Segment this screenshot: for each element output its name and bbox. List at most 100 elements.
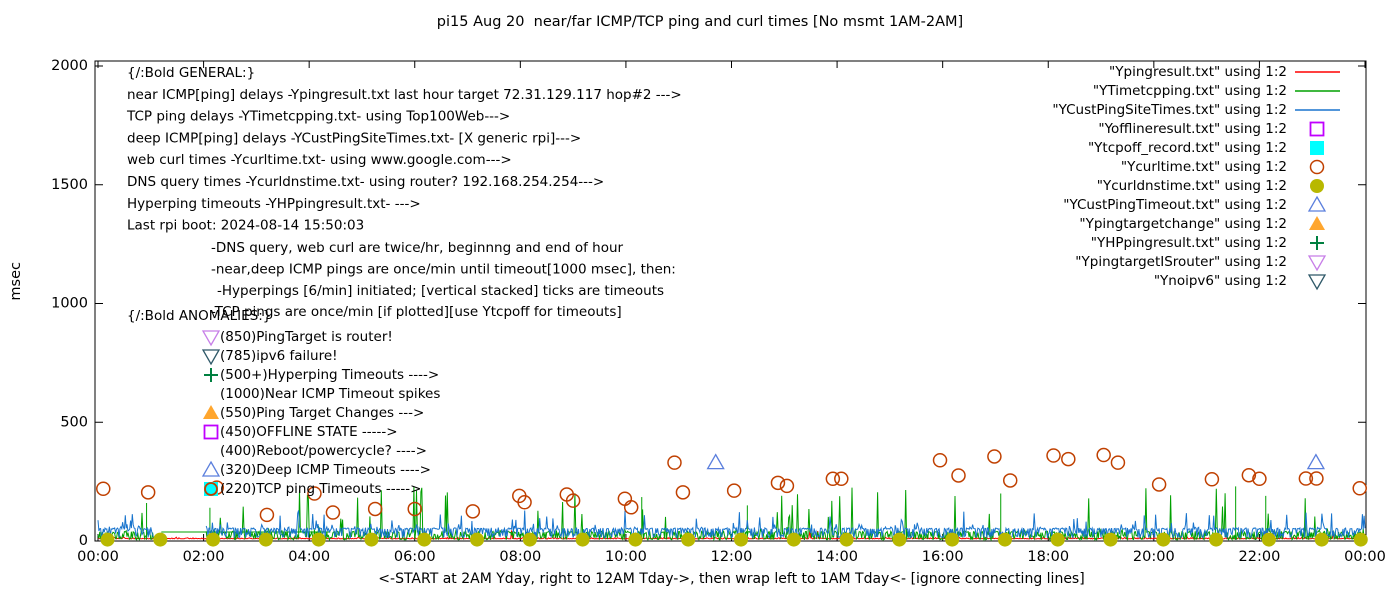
x-tick-label: 00:00 xyxy=(1344,549,1386,565)
x-tick-label: 02:00 xyxy=(183,549,225,565)
web-curl-times-point xyxy=(1352,481,1367,496)
y-tick-label: 0 xyxy=(79,533,88,549)
anomaly-annotation-line: (1000)Near ICMP Timeout spikes xyxy=(220,386,440,402)
x-tick-label: 14:00 xyxy=(816,549,858,565)
web-curl-times-point xyxy=(1046,448,1061,463)
notes-annotation-line: -TCP pings are once/min [if plotted][use… xyxy=(211,304,622,320)
deep-icmp-timeouts-point xyxy=(706,453,725,470)
web-curl-times-point xyxy=(465,504,481,519)
deep-icmp-timeouts-point xyxy=(1306,453,1326,470)
web-curl-times-point xyxy=(667,455,682,470)
anomaly-annotation-line: (450)OFFLINE STATE -----> xyxy=(220,424,398,440)
x-tick-label: 00:00 xyxy=(77,549,119,565)
x-tick-label: 22:00 xyxy=(1239,549,1281,565)
web-curl-times-point xyxy=(932,453,948,468)
x-tick-label: 06:00 xyxy=(394,549,436,565)
dns-query-times-point xyxy=(786,532,801,547)
legend-label: "Ytcpoff_record.txt" using 1:2 xyxy=(1088,140,1287,156)
legend-sample-marker xyxy=(1309,121,1325,137)
x-tick-label: 18:00 xyxy=(1027,549,1069,565)
web-curl-times-point xyxy=(307,486,322,501)
legend-sample-marker xyxy=(1307,195,1327,212)
web-curl-times-point xyxy=(675,485,691,500)
general-annotation-line: near ICMP[ping] delays -Ypingresult.txt … xyxy=(127,87,682,103)
legend-sample-marker xyxy=(1310,236,1324,250)
x-tick-label: 10:00 xyxy=(605,549,647,565)
legend-label: "YTimetcpping.txt" using 1:2 xyxy=(1093,83,1287,99)
legend-label: "Ycurldnstime.txt" using 1:2 xyxy=(1097,178,1287,194)
anomaly-annotation-line: (850)PingTarget is router! xyxy=(220,329,393,345)
legend-label: "Ynoipv6" using 1:2 xyxy=(1154,273,1287,289)
web-curl-times-point xyxy=(770,475,786,491)
legend-label: "Yofflineresult.txt" using 1:2 xyxy=(1098,121,1287,137)
web-curl-times-point xyxy=(96,481,111,496)
web-curl-times-point xyxy=(259,507,275,523)
plot-border xyxy=(94,60,1367,542)
web-curl-times-point xyxy=(407,501,422,517)
general-annotation-line: Last rpi boot: 2024-08-14 15:50:03 xyxy=(127,218,364,234)
notes-annotation-line: -near,deep ICMP pings are once/min until… xyxy=(211,261,676,277)
dns-query-times-point xyxy=(1261,532,1276,547)
web-curl-times-point xyxy=(1061,451,1076,467)
dns-query-times-point xyxy=(1209,532,1224,547)
legend-label: "YpingtargetISrouter" using 1:2 xyxy=(1075,254,1287,270)
web-curl-times-point xyxy=(1241,467,1257,483)
dns-query-times-point xyxy=(628,532,643,547)
web-curl-times-point xyxy=(565,493,581,508)
web-curl-times-point xyxy=(726,483,742,498)
y-tick-label: 500 xyxy=(60,414,88,430)
anomaly-annotation-line: (550)Ping Target Changes ---> xyxy=(220,405,424,421)
dns-query-times-point xyxy=(417,532,432,547)
y-tick-label: 1500 xyxy=(51,177,88,193)
x-tick-label: 08:00 xyxy=(499,549,541,565)
web-curl-times-point xyxy=(367,501,383,517)
dns-query-times-point xyxy=(1050,532,1065,547)
general-annotation-line: DNS query times -Ycurldnstime.txt- using… xyxy=(127,174,604,190)
web-curl-times-point xyxy=(825,471,841,487)
legend-label: "YCustPingTimeout.txt" using 1:2 xyxy=(1063,197,1287,213)
general-annotation-line: web curl times -Ycurltime.txt- using www… xyxy=(127,152,512,168)
web-curl-times-point xyxy=(834,471,849,487)
dns-query-times-point xyxy=(206,532,221,547)
anomaly-annotation-line: (400)Reboot/powercycle? ----> xyxy=(220,443,427,459)
web-curl-times-point xyxy=(951,468,966,483)
dns-query-times-point xyxy=(1353,532,1368,547)
anomaly-marker xyxy=(204,482,218,496)
legend-sample-marker xyxy=(1307,255,1327,272)
dns-query-times-point xyxy=(311,532,326,547)
legend-sample-marker xyxy=(1307,274,1327,291)
dns-query-times-point xyxy=(1314,532,1329,547)
notes-annotation-line: -Hyperpings [6/min] initiated; [vertical… xyxy=(217,283,664,299)
web-curl-times-point xyxy=(1204,472,1220,487)
general-annotation-line: TCP ping delays -YTimetcpping.txt- using… xyxy=(126,109,510,125)
dns-query-times-point xyxy=(153,532,168,547)
dns-query-times-point xyxy=(258,532,273,547)
anomaly-marker xyxy=(204,368,218,382)
web-curl-times-point xyxy=(1151,477,1167,492)
chart-title: pi15 Aug 20 near/far ICMP/TCP ping and c… xyxy=(436,14,964,30)
web-curl-times-point xyxy=(1309,471,1324,486)
dns-query-times-point xyxy=(839,532,854,547)
y-tick-label: 2000 xyxy=(51,58,88,74)
anomaly-marker xyxy=(203,405,219,419)
web-curl-times-point xyxy=(1096,447,1111,463)
web-curl-times-point xyxy=(140,485,156,500)
web-curl-times-point xyxy=(617,491,633,506)
x-tick-label: 12:00 xyxy=(711,549,753,565)
legend-label: "Ycurltime.txt" using 1:2 xyxy=(1121,159,1287,175)
x-tick-label: 20:00 xyxy=(1133,549,1175,565)
anomaly-marker-overlay xyxy=(204,482,218,496)
dns-query-times-point xyxy=(522,532,537,547)
anomaly-annotation-line: (500+)Hyperping Timeouts ----> xyxy=(220,367,439,383)
dns-query-times-point xyxy=(364,532,379,547)
dns-query-times-point xyxy=(945,532,960,547)
legend-sample-marker xyxy=(1310,179,1324,193)
legend-label: "Ypingtargetchange" using 1:2 xyxy=(1079,216,1287,232)
anomaly-marker xyxy=(201,330,221,347)
anomalies-header: {/:Bold ANOMALIES:} xyxy=(127,308,271,324)
x-axis-label: <-START at 2AM Yday, right to 12AM Tday-… xyxy=(378,571,1085,587)
web-curl-times-point xyxy=(987,449,1002,464)
web-curl-times-point xyxy=(517,495,532,510)
